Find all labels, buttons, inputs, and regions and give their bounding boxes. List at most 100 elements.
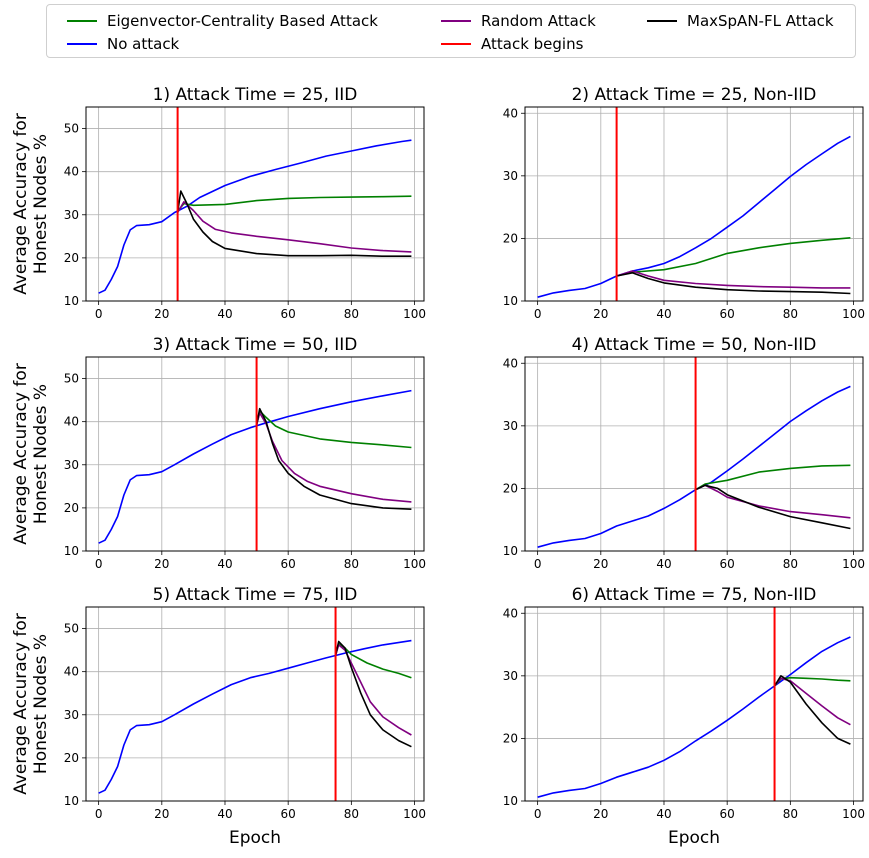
y-tick-label: 50 [64,622,79,636]
x-tick-label: 100 [403,557,426,571]
x-tick-label: 20 [593,557,608,571]
legend-item-eigenvector: Eigenvector-Centrality Based Attack [67,11,378,31]
x-tick-label: 60 [720,807,735,821]
legend-item-random: Random Attack [441,11,596,31]
x-tick-label: 40 [656,557,671,571]
plot-frame [85,606,425,802]
x-tick-label: 80 [344,807,359,821]
series-line-3 [773,674,851,745]
x-tick-label: 40 [217,307,232,321]
series-line-3 [176,190,412,258]
legend-swatch [67,43,97,45]
legend-swatch [647,20,677,22]
y-tick-label: 20 [503,731,518,745]
x-tick-label: 60 [720,307,735,321]
y-tick-label: 20 [503,231,518,245]
legend-item-maxspan: MaxSpAN-FL Attack [647,11,834,31]
y-tick-label: 10 [503,294,518,308]
y-tick-label: 30 [64,458,79,472]
y-tick-label: 10 [64,544,79,558]
plot-frame [524,106,864,302]
x-tick-label: 0 [534,807,542,821]
x-tick-label: 60 [281,807,296,821]
series-line-1 [616,237,851,277]
subplot-title: 4) Attack Time = 50, Non-IID [572,335,817,355]
y-tick-label: 20 [64,751,79,765]
x-tick-label: 60 [281,307,296,321]
x-tick-label: 80 [783,557,798,571]
x-tick-label: 60 [720,557,735,571]
legend: Eigenvector-Centrality Based Attack No a… [46,4,856,58]
y-tick-label: 30 [503,669,518,683]
x-axis-label: Epoch [229,828,281,848]
legend-item-attack-begins: Attack begins [441,34,583,54]
x-tick-label: 0 [95,307,103,321]
subplot-title: 2) Attack Time = 25, Non-IID [572,85,817,105]
x-tick-label: 20 [154,307,169,321]
plot-frame [524,356,864,552]
series-line-0 [98,139,412,294]
x-tick-label: 20 [593,307,608,321]
legend-item-no-attack: No attack [67,34,179,54]
x-tick-label: 0 [534,557,542,571]
legend-label: MaxSpAN-FL Attack [687,12,834,30]
legend-swatch [441,43,471,45]
x-tick-label: 80 [344,557,359,571]
y-tick-label: 30 [64,208,79,222]
series-line-3 [334,640,412,748]
legend-swatch [441,20,471,22]
y-tick-label: 50 [64,372,79,386]
x-tick-label: 40 [217,557,232,571]
plot-frame [85,356,425,552]
series-line-0 [537,135,851,298]
subplot-title: 6) Attack Time = 75, Non-IID [572,585,817,605]
y-axis-label-line2: Honest Nodes % [31,384,51,524]
series-line-1 [334,642,412,679]
x-tick-label: 40 [217,807,232,821]
subplot-title: 1) Attack Time = 25, IID [153,85,358,105]
series-line-2 [255,412,412,503]
y-tick-label: 50 [64,122,79,136]
y-tick-label: 40 [503,606,518,620]
subplot-title: 3) Attack Time = 50, IID [153,335,358,355]
y-tick-label: 20 [64,251,79,265]
y-tick-label: 40 [64,415,79,429]
x-tick-label: 20 [154,807,169,821]
x-tick-label: 80 [783,307,798,321]
y-tick-label: 40 [503,106,518,120]
y-tick-label: 30 [503,419,518,433]
y-tick-label: 30 [64,708,79,722]
x-tick-label: 40 [656,307,671,321]
x-tick-label: 60 [281,557,296,571]
x-tick-label: 40 [656,807,671,821]
plot-frame [524,606,864,802]
x-tick-label: 0 [95,807,103,821]
x-tick-label: 100 [842,557,865,571]
legend-label: Attack begins [481,35,584,53]
y-axis-label-line1: Average Accuracy for [11,363,31,545]
x-tick-label: 80 [344,307,359,321]
series-line-1 [695,464,851,491]
series-line-0 [537,636,851,798]
y-axis-label-line2: Honest Nodes % [31,134,51,274]
y-axis-label-line2: Honest Nodes % [31,634,51,774]
series-line-2 [334,644,412,736]
x-axis-label: Epoch [668,828,720,848]
series-line-3 [616,271,851,295]
plot-frame [85,106,425,302]
y-tick-label: 30 [503,169,518,183]
x-tick-label: 20 [154,557,169,571]
x-tick-label: 100 [842,307,865,321]
series-line-0 [98,389,412,544]
y-tick-label: 10 [64,794,79,808]
series-line-2 [695,484,851,519]
x-tick-label: 100 [403,807,426,821]
x-tick-label: 100 [842,807,865,821]
y-tick-label: 10 [64,294,79,308]
x-tick-label: 0 [534,307,542,321]
x-tick-label: 0 [95,557,103,571]
y-tick-label: 10 [503,794,518,808]
y-tick-label: 10 [503,544,518,558]
legend-label: Random Attack [481,12,596,30]
